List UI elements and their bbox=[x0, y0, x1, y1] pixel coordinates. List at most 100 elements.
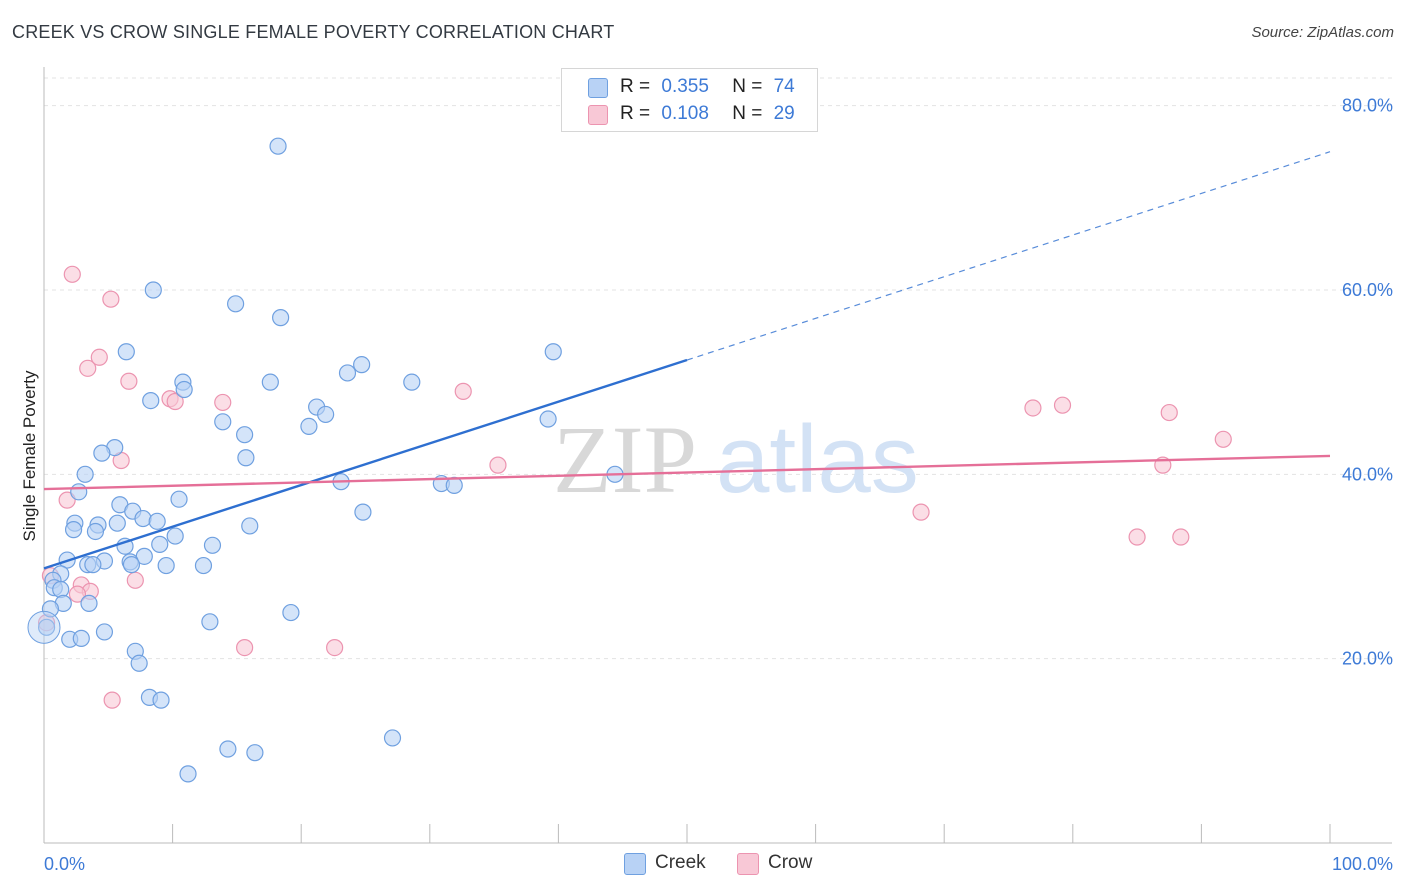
creek-point bbox=[76, 465, 94, 483]
creek-point bbox=[134, 509, 152, 528]
crow-point bbox=[90, 348, 108, 366]
crow-point bbox=[1172, 528, 1190, 546]
crow-point bbox=[912, 503, 930, 521]
legend-swatch-creek bbox=[588, 78, 608, 98]
creek-point bbox=[175, 380, 193, 399]
x-tick-label: 0.0% bbox=[44, 854, 85, 874]
crow-points bbox=[37, 265, 1232, 709]
creek-point bbox=[219, 740, 237, 758]
legend-r-label: R = bbox=[620, 76, 651, 97]
bottom-label-creek: Creek bbox=[655, 852, 706, 873]
creek-point bbox=[236, 426, 254, 444]
axes bbox=[43, 67, 1392, 844]
crow-point bbox=[126, 571, 144, 589]
creek-point bbox=[84, 556, 102, 574]
crow-point bbox=[79, 359, 97, 377]
creek-point bbox=[179, 765, 197, 783]
legend-text-creek: R = 0.355 N = 74 bbox=[620, 76, 795, 98]
crow-point bbox=[326, 639, 344, 657]
creek-point bbox=[41, 600, 60, 618]
creek-point bbox=[227, 295, 245, 313]
creek-point bbox=[144, 281, 162, 299]
bottom-label-crow: Crow bbox=[768, 852, 813, 873]
legend-swatch-crow bbox=[588, 105, 608, 125]
legend-r-value: 0.355 bbox=[661, 76, 709, 97]
crow-point bbox=[236, 639, 254, 657]
creek-point bbox=[214, 413, 232, 431]
creek-point bbox=[300, 417, 318, 435]
creek-point bbox=[354, 503, 372, 521]
crow-point bbox=[68, 585, 87, 603]
creek-point bbox=[151, 535, 169, 553]
creek-point bbox=[157, 556, 175, 575]
creek-point bbox=[72, 629, 90, 647]
creek-point bbox=[237, 449, 255, 467]
legend: R = 0.355 N = 74 R = 0.108 N = 29 bbox=[561, 68, 818, 132]
y-tick-label: 40.0% bbox=[1342, 464, 1393, 484]
creek-trend-line bbox=[43, 358, 688, 570]
legend-n-label: N = bbox=[732, 103, 763, 124]
creek-point bbox=[80, 594, 98, 612]
creek-point bbox=[170, 490, 188, 508]
creek-point bbox=[282, 603, 300, 622]
creek-point bbox=[86, 522, 105, 541]
creek-point bbox=[37, 618, 56, 636]
crow-point bbox=[166, 392, 184, 411]
creek-point bbox=[544, 343, 562, 361]
creek-point bbox=[70, 483, 88, 501]
creek-point bbox=[130, 654, 148, 672]
crow-trend-line bbox=[43, 454, 1331, 491]
creek-point bbox=[122, 556, 141, 574]
creek-point bbox=[338, 364, 357, 382]
creek-point-large bbox=[27, 610, 61, 644]
crow-point bbox=[1160, 403, 1178, 422]
creek-point bbox=[64, 521, 83, 539]
y-tick-labels: 20.0% 40.0% 60.0% 80.0% bbox=[1342, 96, 1393, 669]
legend-n-label: N = bbox=[732, 76, 763, 97]
watermark: ZIP atlas bbox=[553, 406, 919, 513]
crow-point bbox=[214, 393, 232, 412]
creek-point bbox=[148, 512, 166, 530]
creek-point bbox=[93, 444, 111, 462]
y-tick-label: 20.0% bbox=[1342, 649, 1393, 669]
chart-title: CREEK VS CROW SINGLE FEMALE POVERTY CORR… bbox=[12, 22, 615, 42]
creek-point bbox=[108, 514, 126, 532]
legend-n-value: 74 bbox=[773, 76, 795, 97]
creek-point bbox=[383, 729, 402, 747]
crow-point bbox=[1128, 528, 1146, 546]
creek-point bbox=[246, 744, 264, 762]
creek-point bbox=[261, 373, 279, 391]
creek-point bbox=[241, 517, 259, 535]
x-tick-labels: 0.0% 100.0% bbox=[44, 854, 1393, 874]
crow-point bbox=[454, 382, 472, 400]
crow-point bbox=[103, 691, 121, 709]
legend-n-value: 29 bbox=[773, 103, 795, 124]
creek-point bbox=[403, 373, 421, 391]
crow-point bbox=[489, 456, 507, 474]
crow-point bbox=[120, 372, 138, 390]
watermark-zip: ZIP bbox=[553, 406, 697, 513]
creek-point bbox=[539, 410, 557, 428]
chart-source: Source: ZipAtlas.com bbox=[1251, 24, 1394, 41]
legend-r-value: 0.108 bbox=[661, 103, 709, 124]
crow-point bbox=[1214, 430, 1232, 448]
creek-point bbox=[353, 356, 371, 374]
creek-point bbox=[203, 536, 222, 554]
crow-point bbox=[63, 265, 81, 283]
creek-point bbox=[201, 613, 219, 631]
creek-points bbox=[27, 137, 624, 783]
legend-r-label: R = bbox=[620, 103, 651, 124]
crow-point bbox=[1024, 399, 1042, 417]
bottom-swatch-creek bbox=[624, 853, 646, 875]
y-axis-title: Single Female Poverty bbox=[20, 370, 39, 542]
creek-trend-line-extension bbox=[686, 151, 1331, 361]
crow-point bbox=[1053, 396, 1072, 414]
y-tick-label: 60.0% bbox=[1342, 280, 1393, 300]
trend-lines bbox=[43, 151, 1331, 570]
grid-lines bbox=[44, 77, 1392, 660]
creek-point bbox=[166, 527, 184, 545]
y-tick-label: 80.0% bbox=[1342, 96, 1393, 116]
creek-point bbox=[152, 691, 170, 709]
x-tick-label: 100.0% bbox=[1332, 854, 1393, 874]
